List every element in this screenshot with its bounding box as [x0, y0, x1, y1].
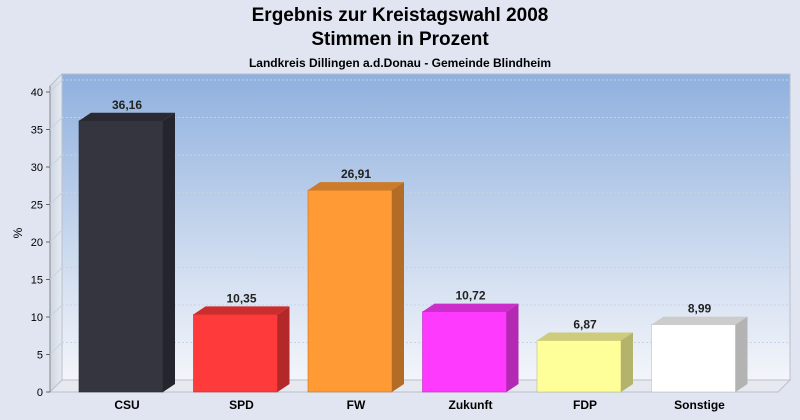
chart-title: Ergebnis zur Kreistagswahl 2008	[251, 5, 549, 26]
bar-zukunft	[422, 303, 519, 393]
bar-top	[193, 306, 290, 315]
data-label-zukunft: 10,72	[455, 289, 485, 303]
bar-front	[651, 324, 736, 393]
gridline-side	[49, 79, 63, 93]
bar-top	[651, 316, 748, 325]
bar-front	[193, 314, 278, 393]
data-label-csu: 36,16	[112, 98, 142, 112]
bar-spd	[193, 306, 290, 393]
gridline-side	[49, 342, 63, 355]
bar-csu	[78, 112, 175, 393]
x-tick-label-zukunft: Zukunft	[449, 398, 493, 412]
y-tick-label: 35	[31, 125, 43, 137]
x-tick-label-sonstige: Sonstige	[674, 398, 725, 412]
bar-sonstige	[651, 316, 748, 393]
gridline-side	[49, 154, 63, 168]
x-tick-label-csu: CSU	[114, 398, 139, 412]
bar-side	[163, 112, 175, 393]
bar-front	[307, 189, 393, 393]
y-tick-label: 30	[31, 162, 43, 174]
y-tick-label: 25	[31, 200, 43, 212]
y-tick-label: 15	[31, 275, 43, 287]
y-axis-label: %	[11, 227, 25, 238]
bar-front	[536, 340, 622, 393]
bar-side	[621, 332, 633, 392]
data-label-sonstige: 8,99	[688, 302, 712, 316]
bar-side	[735, 316, 748, 392]
bar-side	[506, 303, 519, 392]
bar-top	[537, 332, 633, 341]
y-tick-label: 0	[37, 387, 43, 399]
y-tick-label: 10	[31, 312, 43, 324]
bar-front	[422, 311, 507, 393]
y-tick-label: 5	[37, 350, 43, 362]
bar-fdp	[536, 332, 633, 393]
gridline-side	[49, 192, 63, 205]
x-tick-label-fdp: FDP	[573, 398, 597, 412]
title-block: Ergebnis zur Kreistagswahl 2008 Stimmen …	[0, 4, 800, 70]
gridline-side	[49, 304, 63, 318]
y-tick-label: 40	[31, 87, 43, 99]
data-label-fw: 26,91	[341, 167, 371, 181]
bar-fw	[307, 182, 404, 393]
data-label-fdp: 6,87	[573, 317, 597, 331]
y-tick-label: 20	[31, 237, 43, 249]
bar-front	[78, 120, 164, 393]
data-label-spd: 10,35	[226, 291, 256, 305]
gridline-side	[49, 229, 63, 243]
chart-title-line2: Stimmen in Prozent	[311, 29, 489, 50]
x-tick-label-fw: FW	[347, 398, 366, 412]
chart-subtitle: Landkreis Dillingen a.d.Donau - Gemeinde…	[248, 56, 552, 70]
bar-top	[79, 112, 175, 121]
bar-top	[422, 303, 519, 312]
x-tick-label-spd: SPD	[229, 398, 254, 412]
gridline-side	[49, 267, 63, 280]
bar-side	[392, 182, 404, 392]
gridline-side	[49, 117, 63, 130]
bar-top	[308, 182, 404, 191]
bar-side	[277, 306, 290, 392]
